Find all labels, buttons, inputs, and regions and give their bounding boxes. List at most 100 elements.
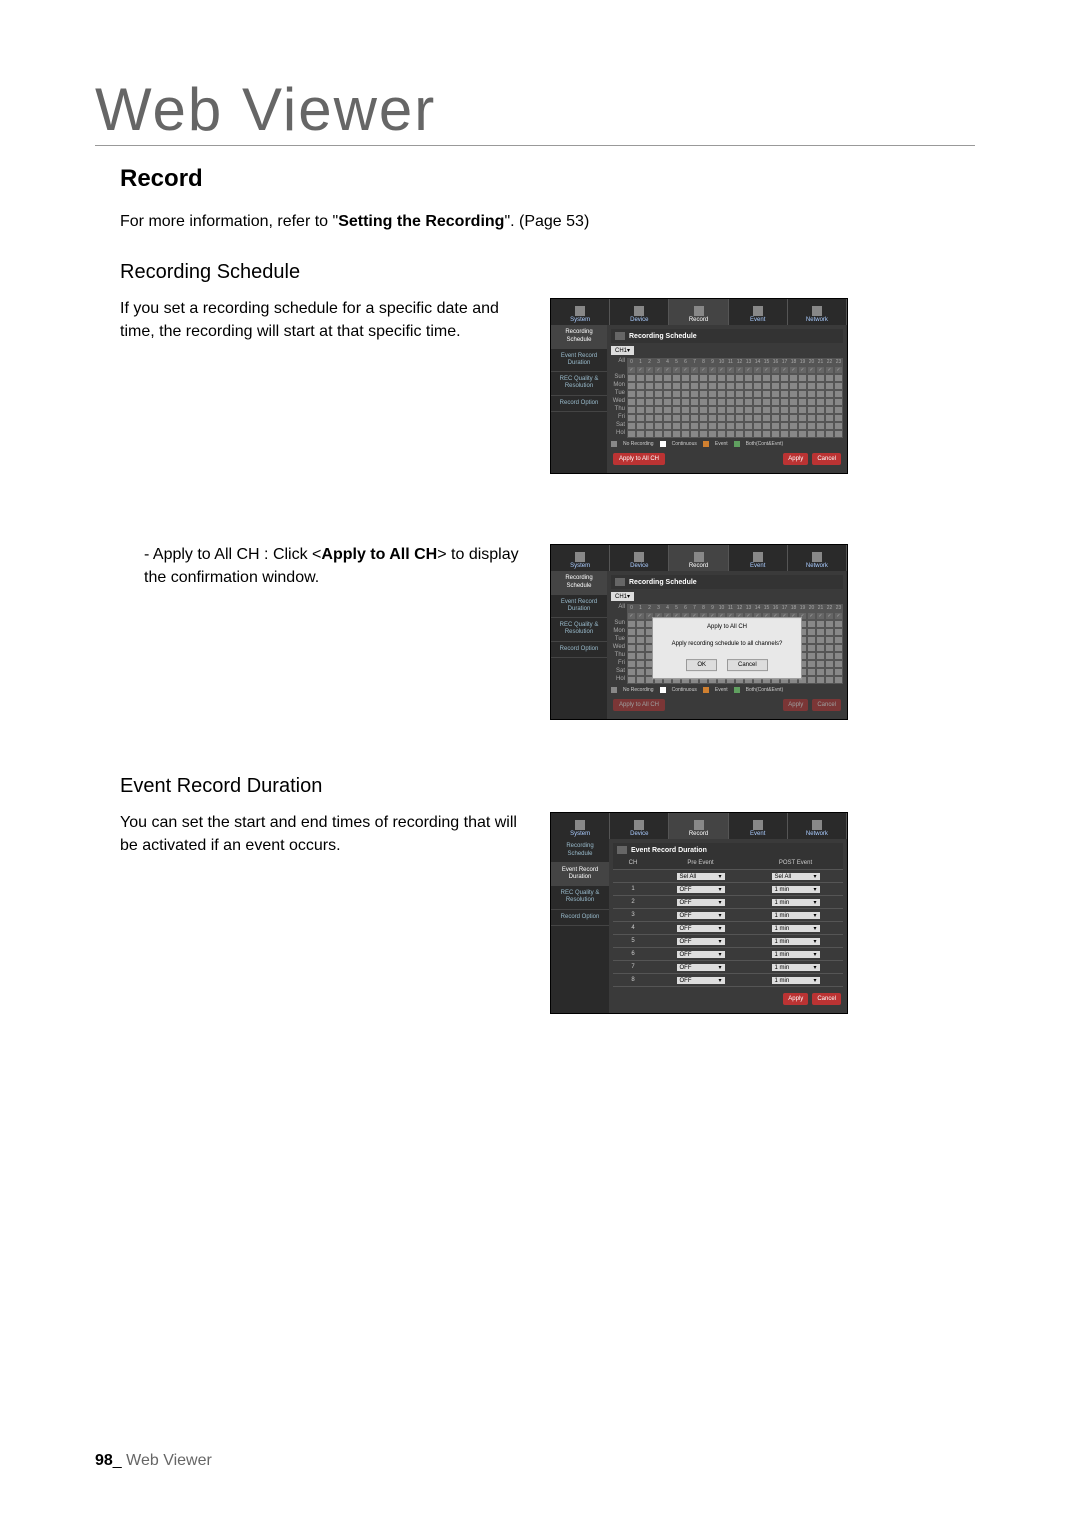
schedule-cell[interactable]: [627, 406, 636, 414]
schedule-cell[interactable]: [762, 406, 771, 414]
schedule-cell[interactable]: [798, 406, 807, 414]
schedule-cell[interactable]: [699, 422, 708, 430]
schedule-cell[interactable]: [690, 422, 699, 430]
post-event-select[interactable]: 1 min▾: [772, 899, 820, 906]
pre-event-select[interactable]: OFF▾: [677, 977, 725, 984]
schedule-cell[interactable]: [825, 676, 834, 684]
schedule-cell[interactable]: [771, 430, 780, 438]
schedule-cell[interactable]: [717, 374, 726, 382]
schedule-cell[interactable]: [807, 422, 816, 430]
schedule-cell[interactable]: [807, 668, 816, 676]
schedule-cell[interactable]: [807, 406, 816, 414]
schedule-cell[interactable]: [717, 398, 726, 406]
schedule-cell[interactable]: [825, 628, 834, 636]
schedule-cell[interactable]: [672, 398, 681, 406]
schedule-cell[interactable]: [753, 414, 762, 422]
schedule-cell[interactable]: [645, 398, 654, 406]
schedule-cell[interactable]: [816, 652, 825, 660]
schedule-cell[interactable]: [807, 374, 816, 382]
schedule-cell[interactable]: [825, 660, 834, 668]
sidebar-item[interactable]: Recording Schedule: [551, 839, 609, 862]
all-cell[interactable]: ✓: [654, 366, 663, 374]
schedule-cell[interactable]: [825, 430, 834, 438]
schedule-cell[interactable]: [654, 430, 663, 438]
tab-event[interactable]: Event: [729, 813, 788, 839]
schedule-cell[interactable]: [699, 398, 708, 406]
all-cell[interactable]: ✓: [708, 366, 717, 374]
sidebar-item[interactable]: Recording Schedule: [551, 571, 607, 594]
sidebar-item[interactable]: Event Record Duration: [551, 863, 609, 886]
post-event-select[interactable]: 1 min▾: [772, 886, 820, 893]
tab-event[interactable]: Event: [729, 299, 788, 325]
tab-system[interactable]: System: [551, 545, 610, 571]
schedule-cell[interactable]: [816, 382, 825, 390]
schedule-cell[interactable]: [834, 676, 843, 684]
schedule-cell[interactable]: [636, 620, 645, 628]
schedule-cell[interactable]: [834, 636, 843, 644]
schedule-cell[interactable]: [735, 430, 744, 438]
schedule-cell[interactable]: [825, 644, 834, 652]
schedule-cell[interactable]: [744, 382, 753, 390]
schedule-cell[interactable]: [834, 390, 843, 398]
schedule-cell[interactable]: [744, 414, 753, 422]
schedule-cell[interactable]: [816, 644, 825, 652]
schedule-cell[interactable]: [753, 430, 762, 438]
schedule-cell[interactable]: [762, 374, 771, 382]
schedule-cell[interactable]: [681, 390, 690, 398]
schedule-cell[interactable]: [834, 660, 843, 668]
tab-device[interactable]: Device: [610, 545, 669, 571]
schedule-cell[interactable]: [690, 390, 699, 398]
schedule-cell[interactable]: [816, 406, 825, 414]
schedule-cell[interactable]: [798, 390, 807, 398]
dialog-cancel-button[interactable]: Cancel: [727, 659, 768, 671]
schedule-cell[interactable]: [816, 430, 825, 438]
schedule-cell[interactable]: [690, 374, 699, 382]
schedule-cell[interactable]: [708, 374, 717, 382]
tab-record[interactable]: Record: [669, 299, 728, 325]
schedule-cell[interactable]: [744, 430, 753, 438]
pre-event-select[interactable]: OFF▾: [677, 938, 725, 945]
schedule-cell[interactable]: [627, 644, 636, 652]
schedule-cell[interactable]: [708, 414, 717, 422]
schedule-cell[interactable]: [834, 406, 843, 414]
schedule-cell[interactable]: [726, 390, 735, 398]
schedule-cell[interactable]: [699, 382, 708, 390]
schedule-cell[interactable]: [789, 390, 798, 398]
apply-button[interactable]: Apply: [783, 453, 808, 465]
schedule-cell[interactable]: [834, 652, 843, 660]
schedule-cell[interactable]: [816, 390, 825, 398]
sidebar-item[interactable]: Event Record Duration: [551, 595, 607, 618]
schedule-cell[interactable]: [798, 374, 807, 382]
schedule-cell[interactable]: [627, 390, 636, 398]
all-cell[interactable]: ✓: [825, 612, 834, 620]
schedule-cell[interactable]: [807, 628, 816, 636]
schedule-cell[interactable]: [636, 660, 645, 668]
schedule-cell[interactable]: [825, 382, 834, 390]
schedule-cell[interactable]: [663, 422, 672, 430]
tab-system[interactable]: System: [551, 813, 610, 839]
tab-device[interactable]: Device: [610, 813, 669, 839]
schedule-cell[interactable]: [816, 660, 825, 668]
all-cell[interactable]: ✓: [789, 366, 798, 374]
schedule-cell[interactable]: [627, 430, 636, 438]
schedule-cell[interactable]: [834, 422, 843, 430]
schedule-cell[interactable]: [663, 374, 672, 382]
schedule-cell[interactable]: [636, 414, 645, 422]
tab-device[interactable]: Device: [610, 299, 669, 325]
schedule-cell[interactable]: [636, 644, 645, 652]
schedule-cell[interactable]: [645, 406, 654, 414]
schedule-cell[interactable]: [681, 406, 690, 414]
cancel-button[interactable]: Cancel: [812, 993, 841, 1005]
schedule-cell[interactable]: [825, 422, 834, 430]
schedule-cell[interactable]: [663, 414, 672, 422]
all-cell[interactable]: ✓: [681, 366, 690, 374]
post-event-select[interactable]: 1 min▾: [772, 938, 820, 945]
post-event-selall[interactable]: Sel All▾: [772, 873, 820, 880]
schedule-cell[interactable]: [798, 430, 807, 438]
schedule-cell[interactable]: [663, 398, 672, 406]
schedule-cell[interactable]: [789, 398, 798, 406]
dialog-ok-button[interactable]: OK: [686, 659, 717, 671]
schedule-cell[interactable]: [789, 422, 798, 430]
schedule-cell[interactable]: [627, 620, 636, 628]
schedule-cell[interactable]: [816, 414, 825, 422]
